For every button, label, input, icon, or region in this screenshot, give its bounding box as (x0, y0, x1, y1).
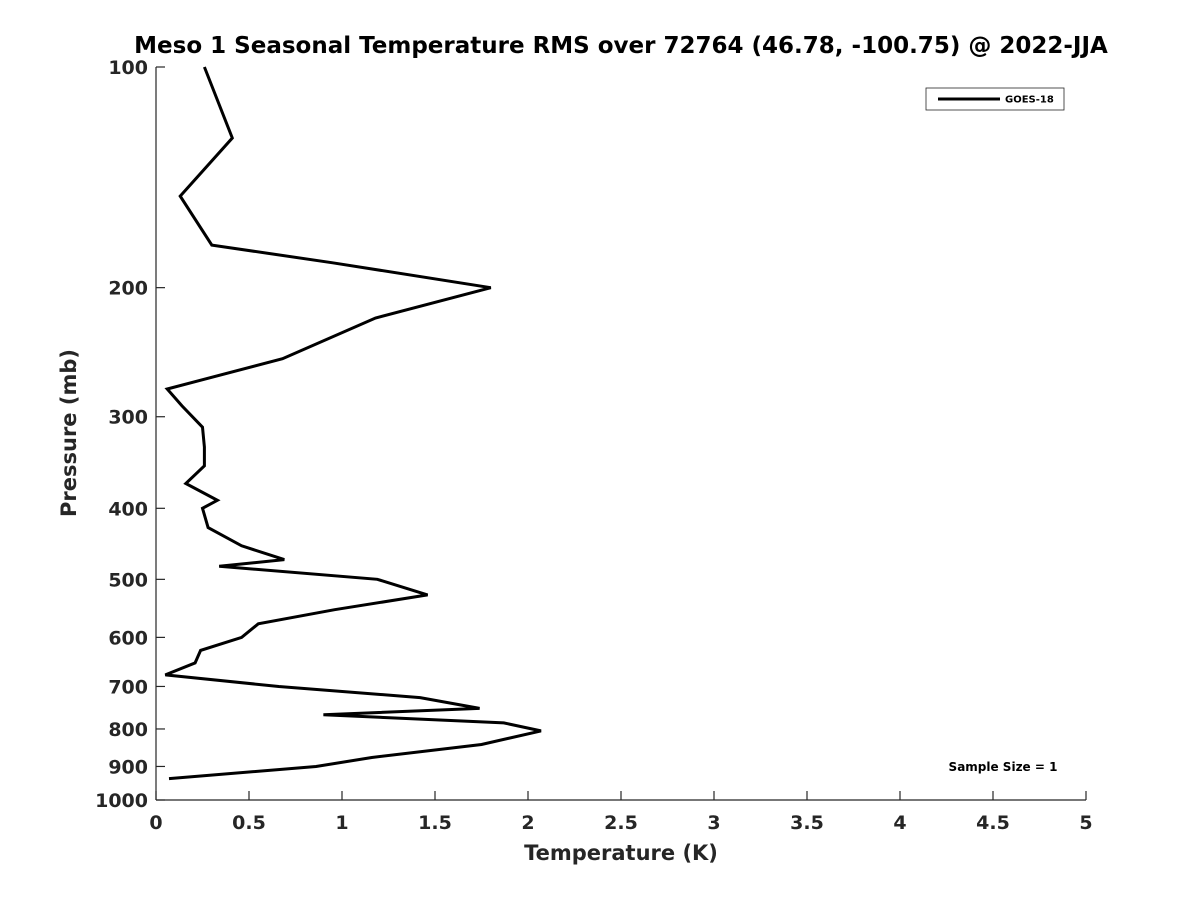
legend: GOES-18 (925, 87, 1065, 111)
series-layer (164, 66, 542, 781)
y-tick-label: 300 (108, 407, 148, 429)
axes (155, 67, 1086, 801)
x-tick-label: 3 (707, 812, 720, 834)
x-tick-label: 1 (335, 812, 348, 834)
legend-label-goes-18: GOES-18 (1005, 95, 1054, 106)
x-tick-label: 2.5 (604, 812, 638, 834)
x-tick-label: 0 (149, 812, 162, 834)
y-tick-label: 400 (108, 498, 148, 520)
x-axis-label: Temperature (K) (524, 841, 718, 865)
x-tick-label: 2 (521, 812, 534, 834)
x-tick-label: 3.5 (790, 812, 824, 834)
y-tick-label: 700 (108, 676, 148, 698)
y-tick-label: 100 (108, 57, 148, 79)
y-tick-label: 800 (108, 719, 148, 741)
sample-size-annotation: Sample Size = 1 (949, 760, 1058, 774)
y-ticks: 100 200 300 400 500 600 700 800 900 1000 (95, 57, 165, 812)
y-tick-label: 1000 (95, 790, 148, 812)
x-ticks: 0 0.5 1 1.5 2 2.5 3 3.5 4 4.5 5 (149, 791, 1093, 834)
y-tick-label: 900 (108, 756, 148, 778)
series-line-goes-18 (164, 66, 542, 781)
x-tick-label: 4.5 (976, 812, 1010, 834)
y-axis-label: Pressure (mb) (57, 349, 81, 517)
x-tick-label: 4 (893, 812, 906, 834)
y-tick-label: 500 (108, 569, 148, 591)
chart-title: Meso 1 Seasonal Temperature RMS over 727… (134, 33, 1108, 59)
x-tick-label: 1.5 (418, 812, 452, 834)
y-tick-label: 200 (108, 278, 148, 300)
y-tick-label: 600 (108, 627, 148, 649)
x-tick-label: 0.5 (232, 812, 266, 834)
x-tick-label: 5 (1079, 812, 1092, 834)
